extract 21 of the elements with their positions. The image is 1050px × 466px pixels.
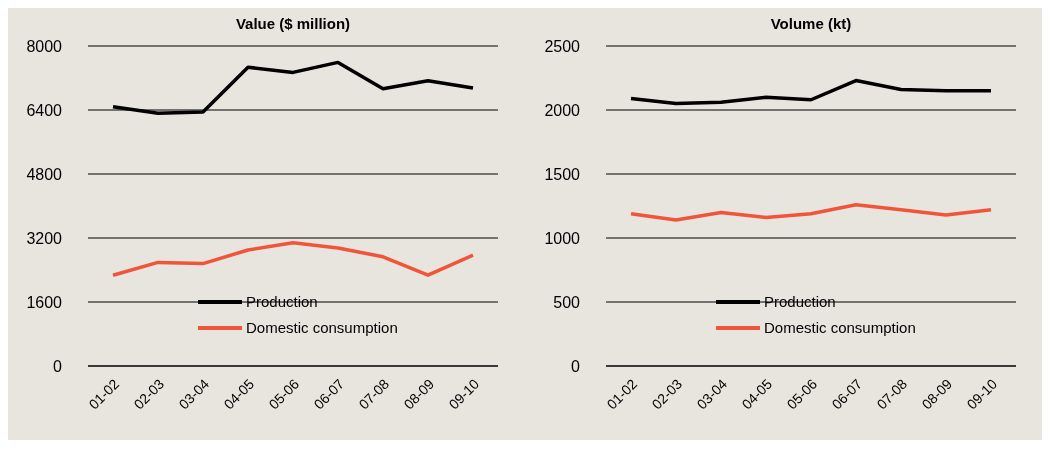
y-tick-label: 1500 [544,165,581,183]
y-tick-label: 500 [553,293,581,311]
y-tick-label: 3200 [26,229,63,247]
chart-title: Volume (kt) [769,14,853,34]
legend-label: Domestic consumption [246,318,398,339]
y-tick-label: 1600 [26,293,63,311]
line-series [111,241,475,277]
line-series [629,78,993,106]
y-tick-label: 4800 [26,165,63,183]
chart-title: Value ($ million) [234,14,352,34]
legend-label: Production [764,292,836,313]
y-tick-label: 0 [53,357,63,375]
y-tick-label: 0 [571,357,581,375]
y-tick-label: 1000 [544,229,581,247]
y-tick-label: 2500 [544,37,581,55]
legend-label: Domestic consumption [764,318,916,339]
line-series [629,202,993,222]
y-tick-label: 6400 [26,101,63,119]
y-tick-label: 2000 [544,101,581,119]
legend-label: Production [246,292,318,313]
y-tick-label: 8000 [26,37,63,55]
